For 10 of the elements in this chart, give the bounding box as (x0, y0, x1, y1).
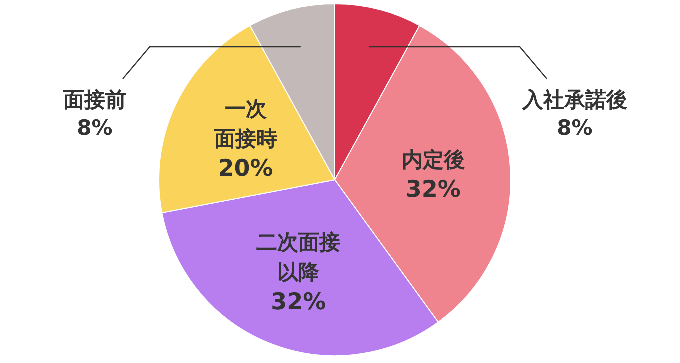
data-label: 20% (218, 156, 274, 182)
data-label: 8% (77, 116, 113, 140)
slice-label: 一次面接時 (213, 97, 278, 152)
slice-label: 二次面接以降 (256, 230, 341, 285)
data-label: 32% (271, 290, 326, 316)
slice-label: 内定後 (402, 148, 465, 172)
slice-label: 入社承諾後 (522, 88, 628, 112)
data-label: 8% (557, 116, 593, 140)
data-label: 32% (406, 176, 461, 203)
slice-label: 面接前 (62, 88, 126, 112)
